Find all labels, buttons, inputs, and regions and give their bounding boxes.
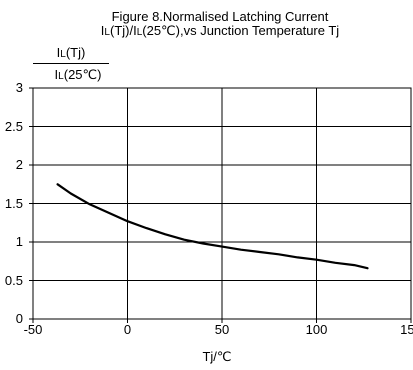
ylabel-den-main: I <box>54 67 59 82</box>
ylabel-den-rest: (25℃) <box>63 67 102 82</box>
ylabel-num-main: I <box>56 45 61 60</box>
ylabel-num-rest: (Tj) <box>65 45 86 60</box>
subtitle-part2: (Tj)/I <box>109 23 137 38</box>
x-tick-label: 0 <box>123 322 132 337</box>
y-axis-label-denominator: IL(25℃) <box>55 67 102 84</box>
y-axis-label-numerator: IL(Tj) <box>57 45 86 62</box>
subtitle-part1: I <box>100 23 105 38</box>
x-axis-label: Tj/℃ <box>202 349 232 364</box>
y-tick-label: 1.5 <box>4 195 23 211</box>
y-tick-label: 2.5 <box>4 118 23 134</box>
ylabel-num-sub: L <box>60 49 66 60</box>
y-tick-label: 2 <box>15 157 23 172</box>
y-axis-label-fraction-bar <box>33 63 109 64</box>
x-tick-label: 100 <box>305 322 328 337</box>
y-tick-label: 0 <box>15 311 23 326</box>
x-tick-label: 150 <box>400 322 413 337</box>
y-tick-label: 0.5 <box>4 272 23 288</box>
subtitle-part3: (25℃),vs Junction Temperature Tj <box>142 23 340 38</box>
x-tick-label: 50 <box>214 322 230 337</box>
chart-subtitle: IL(Tj)/IL(25℃),vs Junction Temperature T… <box>101 23 339 40</box>
x-tick-label: -50 <box>23 322 43 337</box>
ylabel-den-sub: L <box>58 71 64 82</box>
chart-title: Figure 8.Normalised Latching Current <box>111 9 329 24</box>
series-line <box>56 183 369 270</box>
y-tick-label: 1 <box>15 234 23 249</box>
subtitle-sub2: L <box>136 27 143 38</box>
y-tick-label: 3 <box>15 80 23 95</box>
subtitle-sub1: L <box>104 27 110 38</box>
